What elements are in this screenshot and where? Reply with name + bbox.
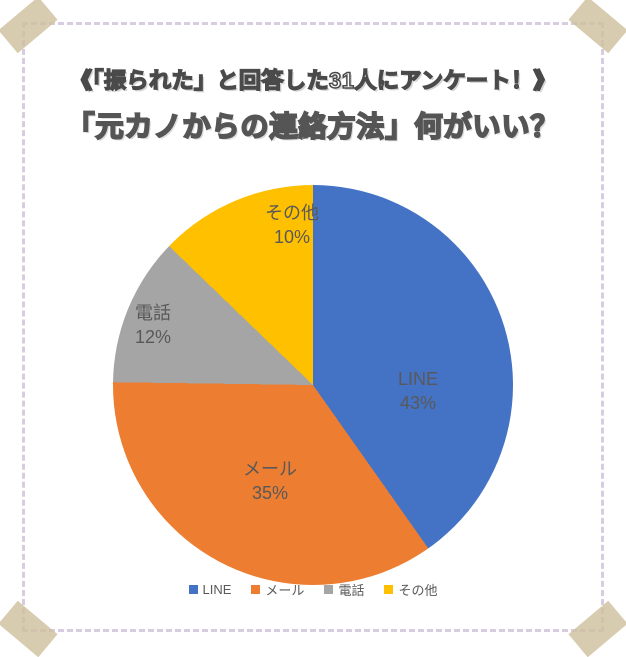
- legend-label: LINE: [203, 582, 232, 597]
- pie-chart: LINE43% メール35% 電話12% その他10%: [113, 185, 513, 585]
- pie-slice-label: その他10%: [265, 201, 319, 250]
- legend-item: メール: [251, 580, 304, 599]
- legend-swatch-icon: [251, 585, 260, 594]
- subtitle-text: 《「振られた」と回答した31人にアンケート！》: [25, 63, 601, 95]
- pie-slice-label: メール35%: [243, 457, 297, 506]
- legend-swatch-icon: [189, 585, 198, 594]
- legend-swatch-icon: [384, 585, 393, 594]
- legend-item: LINE: [189, 582, 232, 597]
- legend-label: その他: [398, 580, 437, 599]
- legend-label: メール: [265, 580, 304, 599]
- pie-slice-label: LINE43%: [398, 367, 438, 416]
- legend-item: その他: [384, 580, 437, 599]
- title-text: 「元カノからの連絡方法」何がいい？: [25, 105, 601, 145]
- legend-item: 電話: [324, 580, 364, 599]
- dashed-frame: 《「振られた」と回答した31人にアンケート！》 「元カノからの連絡方法」何がいい…: [22, 22, 604, 632]
- legend-swatch-icon: [324, 585, 333, 594]
- legend-label: 電話: [338, 580, 364, 599]
- pie-slice-label: 電話12%: [135, 301, 171, 350]
- chart-legend: LINE メール 電話 その他: [25, 580, 601, 599]
